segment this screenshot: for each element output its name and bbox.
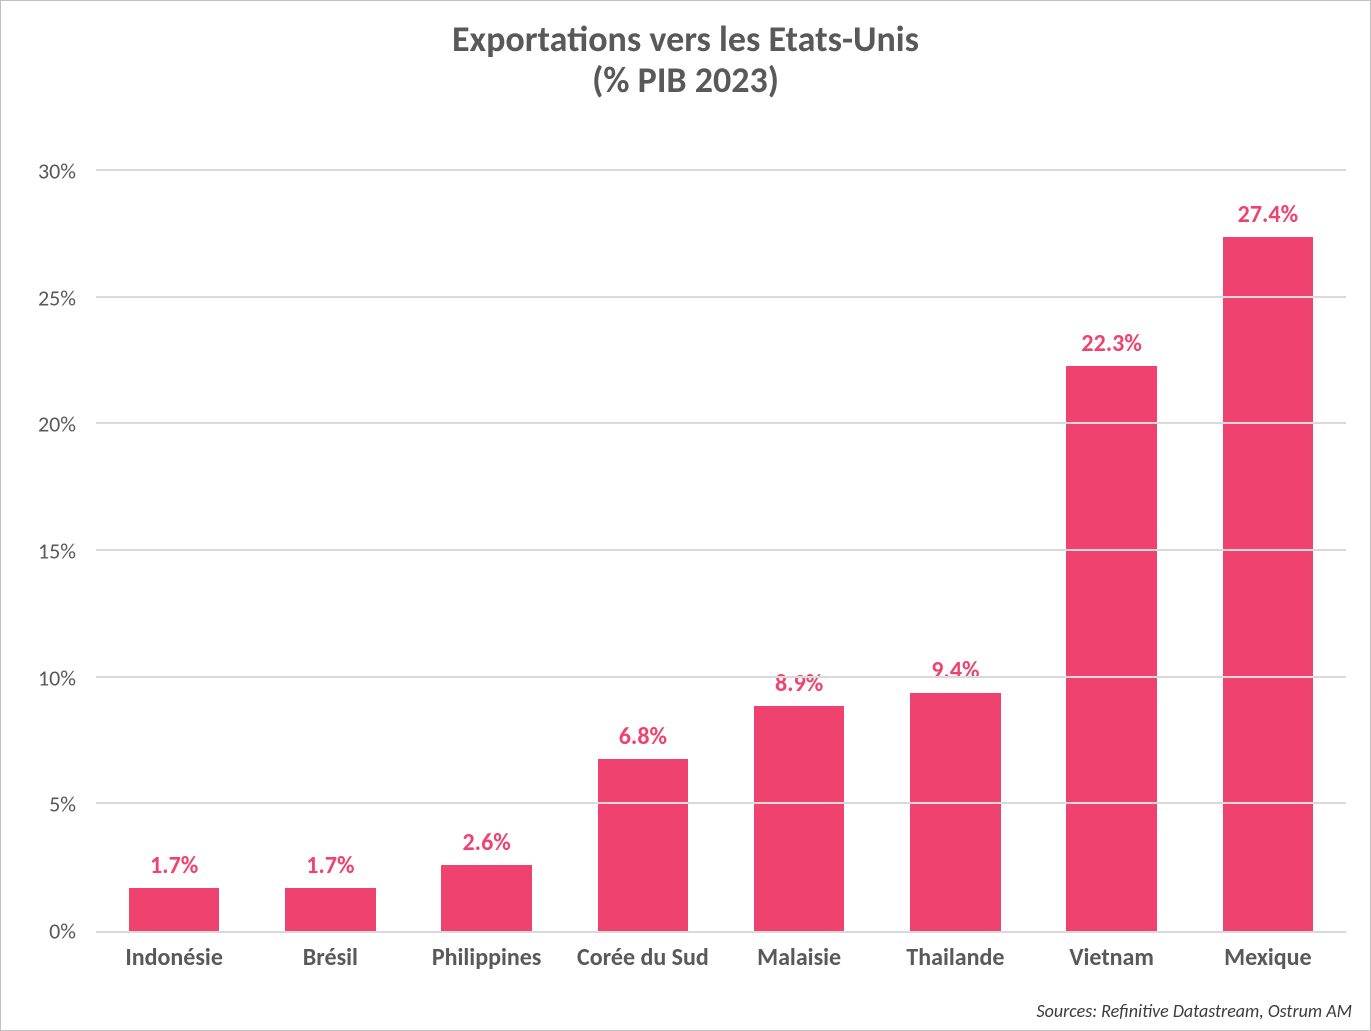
bar-slot: 8.9% — [721, 171, 877, 931]
bar-value-label: 27.4% — [1238, 200, 1298, 229]
gridline — [96, 549, 1346, 551]
x-tick-label: Philippines — [409, 936, 565, 972]
plot-area: 1.7% 1.7% 2.6% 6.8% 8.9% 9.4% 22.3% 27.4% — [96, 171, 1346, 933]
y-tick-label: 0% — [49, 918, 76, 945]
x-tick-label: Brésil — [252, 936, 408, 972]
y-tick-label: 20% — [38, 411, 76, 438]
bar: 22.3% — [1066, 366, 1157, 931]
y-tick-label: 10% — [38, 664, 76, 691]
bar-value-label: 6.8% — [619, 722, 667, 751]
y-tick-label: 25% — [38, 284, 76, 311]
source-text: Sources: Refinitive Datastream, Ostrum A… — [1037, 1000, 1353, 1022]
bar-value-label: 1.7% — [306, 851, 354, 880]
bar: 1.7% — [129, 888, 220, 931]
bar-slot: 9.4% — [877, 171, 1033, 931]
bar-value-label: 22.3% — [1081, 329, 1141, 358]
chart-title-line2: (% PIB 2023) — [1, 60, 1370, 101]
y-tick-label: 5% — [49, 791, 76, 818]
bar-slot: 6.8% — [565, 171, 721, 931]
bar-slot: 27.4% — [1190, 171, 1346, 931]
x-tick-label: Vietnam — [1034, 936, 1190, 972]
x-tick-label: Thailande — [877, 936, 1033, 972]
x-tick-label: Malaisie — [721, 936, 877, 972]
chart-container: Exportations vers les Etats-Unis (% PIB … — [0, 0, 1371, 1031]
bar: 8.9% — [754, 706, 845, 931]
y-tick-label: 15% — [38, 538, 76, 565]
bar: 9.4% — [910, 693, 1001, 931]
y-tick-label: 30% — [38, 158, 76, 185]
bar: 27.4% — [1223, 237, 1314, 931]
bar-value-label: 9.4% — [931, 656, 979, 685]
bars-container: 1.7% 1.7% 2.6% 6.8% 8.9% 9.4% 22.3% 27.4% — [96, 171, 1346, 931]
x-axis: IndonésieBrésilPhilippinesCorée du SudMa… — [96, 936, 1346, 972]
x-tick-label: Mexique — [1190, 936, 1346, 972]
bar-slot: 22.3% — [1034, 171, 1190, 931]
chart-title-line1: Exportations vers les Etats-Unis — [1, 19, 1370, 60]
bar: 6.8% — [598, 759, 689, 931]
bar-value-label: 8.9% — [775, 669, 823, 698]
bar-value-label: 2.6% — [463, 828, 511, 857]
bar: 1.7% — [285, 888, 376, 931]
bar-slot: 2.6% — [409, 171, 565, 931]
bar-slot: 1.7% — [96, 171, 252, 931]
gridline — [96, 296, 1346, 298]
y-axis: 0%5%10%15%20%25%30% — [1, 171, 86, 931]
gridline — [96, 676, 1346, 678]
gridline — [96, 802, 1346, 804]
gridline — [96, 169, 1346, 171]
chart-title: Exportations vers les Etats-Unis (% PIB … — [1, 19, 1370, 102]
gridline — [96, 422, 1346, 424]
bar-slot: 1.7% — [252, 171, 408, 931]
x-tick-label: Indonésie — [96, 936, 252, 972]
x-tick-label: Corée du Sud — [565, 936, 721, 972]
bar-value-label: 1.7% — [150, 851, 198, 880]
bar: 2.6% — [441, 865, 532, 931]
